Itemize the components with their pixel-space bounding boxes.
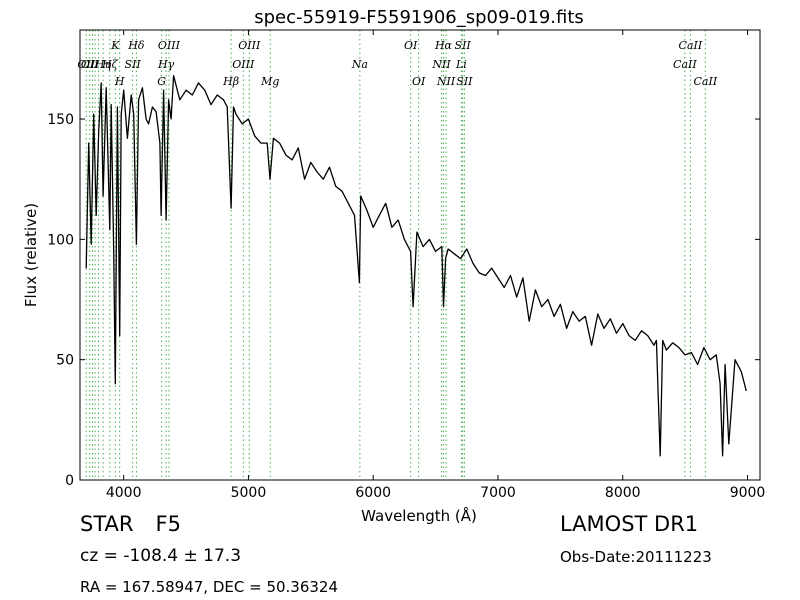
line-label-18: Na xyxy=(351,58,368,71)
line-label-10: Hδ xyxy=(127,39,145,52)
redshift-cz: cz = -108.4 ± 17.3 xyxy=(80,546,242,566)
plot-frame xyxy=(79,29,761,481)
line-label-8: H xyxy=(114,75,125,88)
line-label-23: NII xyxy=(436,75,456,88)
line-label-28: CaII xyxy=(679,39,703,52)
spectrum-line xyxy=(85,75,747,457)
line-label-11: G xyxy=(157,75,166,88)
object-subclass: F5 xyxy=(155,512,181,536)
line-label-25: SII xyxy=(455,39,472,52)
y-tick-label-2: 100 xyxy=(47,232,74,248)
line-label-24: Li xyxy=(455,58,467,71)
line-label-22: Hα xyxy=(434,39,453,52)
line-label-7: K xyxy=(110,39,120,52)
x-tick-label-4: 8000 xyxy=(605,485,641,501)
line-label-19: OI xyxy=(404,39,418,52)
object-class: STAR xyxy=(80,512,134,536)
line-label-6: Hζ xyxy=(101,58,119,71)
y-axis-ticks: 0 50 100 150 xyxy=(47,112,760,489)
x-tick-label-5: 9000 xyxy=(730,485,766,501)
x-axis-ticks: 4000 5000 6000 7000 8000 9000 xyxy=(106,30,765,501)
y-tick-label-1: 50 xyxy=(56,353,74,369)
x-tick-label-2: 6000 xyxy=(355,485,391,501)
y-tick-label-3: 150 xyxy=(47,112,74,128)
line-label-16: OIII xyxy=(238,39,261,52)
y-axis-label: Flux (relative) xyxy=(22,203,40,307)
line-label-20: OI xyxy=(412,75,426,88)
x-tick-label-0: 4000 xyxy=(106,485,142,501)
x-tick-label-1: 5000 xyxy=(231,485,267,501)
chart-title: spec-55919-F5591906_sp09-019.fits xyxy=(254,7,584,28)
line-label-15: OIII xyxy=(232,58,255,71)
line-label-29: CaII xyxy=(694,75,718,88)
line-label-26: SII xyxy=(456,75,473,88)
x-tick-label-3: 7000 xyxy=(480,485,516,501)
line-label-5: Hη xyxy=(94,58,112,71)
line-label-27: CaII xyxy=(673,58,697,71)
line-label-14: Hβ xyxy=(222,75,239,88)
survey-name: LAMOST DR1 xyxy=(560,512,699,536)
line-label-0: OII xyxy=(77,58,95,71)
line-label-12: Hγ xyxy=(157,58,175,71)
object-classification: STAR F5 xyxy=(80,512,181,536)
line-label-21: NII xyxy=(431,58,451,71)
line-label-1: OII xyxy=(81,58,99,71)
observation-date: Obs-Date:20111223 xyxy=(560,548,712,566)
y-tick-label-0: 0 xyxy=(65,473,74,489)
emission-line-labels: OIIOIIHηHζKHSIIHδGHγOIIIHβOIIIOIIIMgNaOI… xyxy=(77,39,717,88)
line-label-17: Mg xyxy=(260,75,279,88)
ra-dec-coordinates: RA = 167.58947, DEC = 50.36324 xyxy=(80,578,339,596)
x-axis-label: Wavelength (Å) xyxy=(361,506,477,525)
line-label-9: SII xyxy=(125,58,142,71)
line-label-13: OIII xyxy=(158,39,181,52)
